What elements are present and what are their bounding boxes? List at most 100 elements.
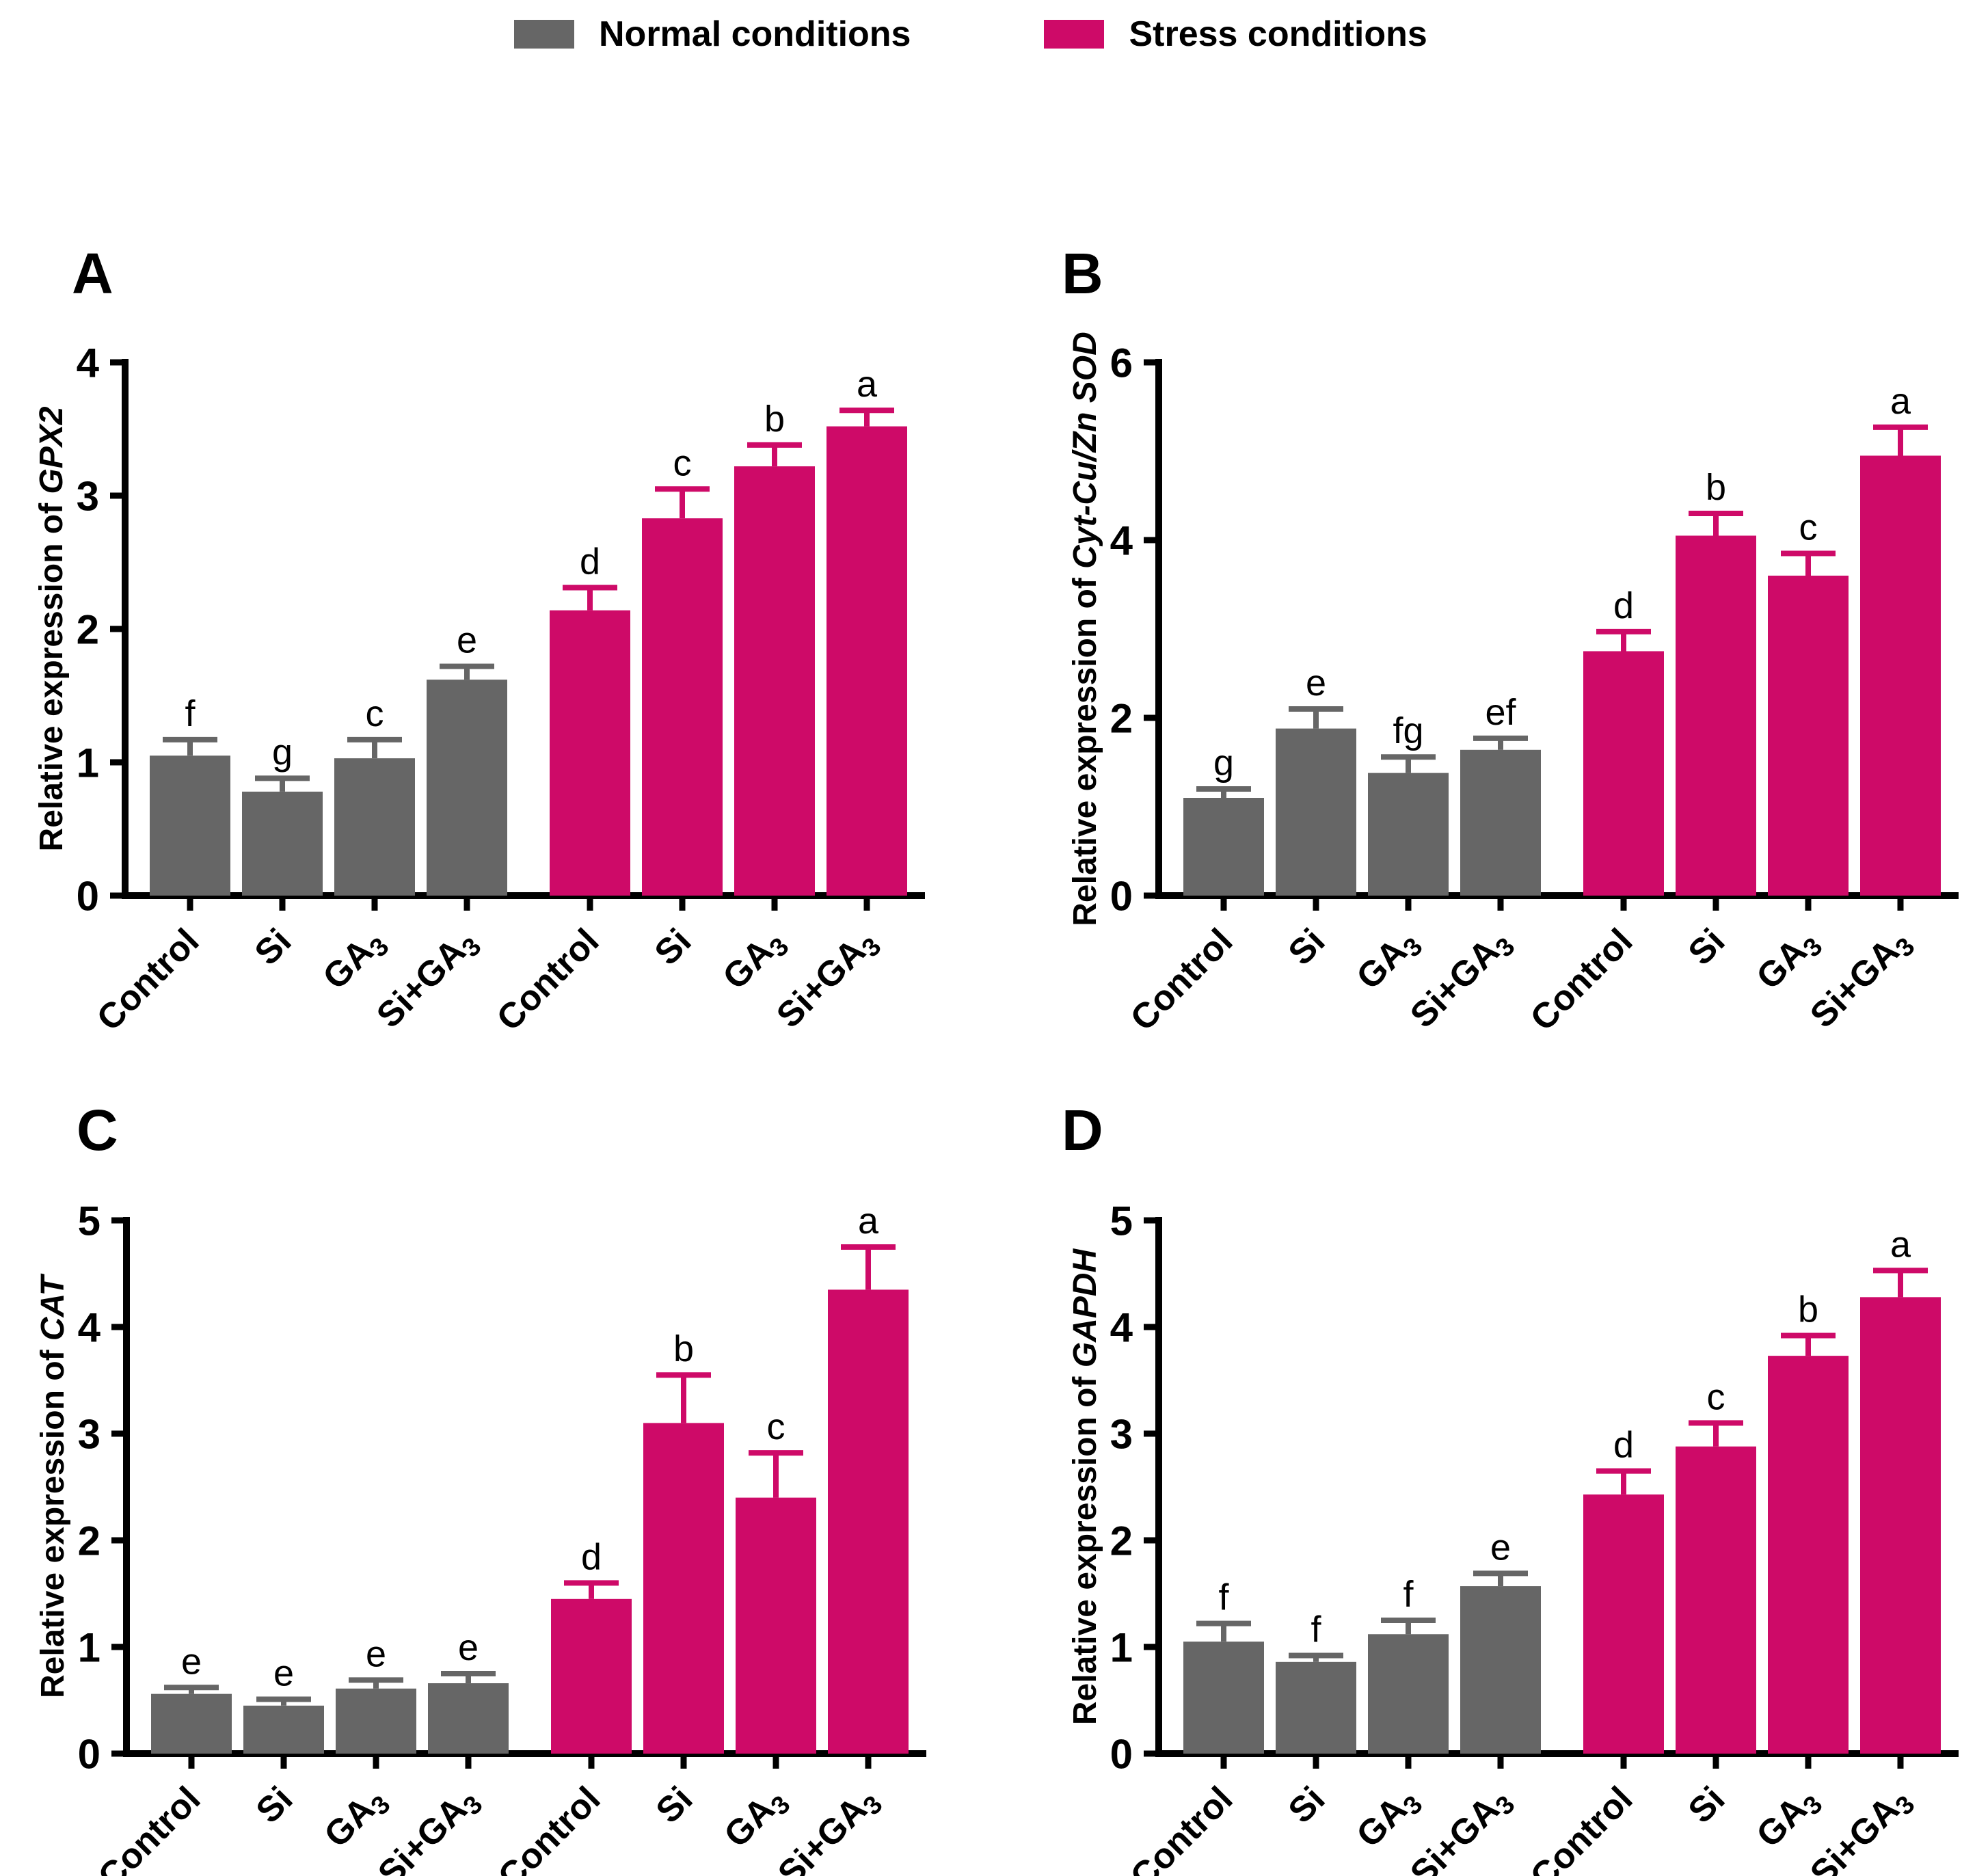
x-category-label: Control [1523,1779,1641,1876]
bar-normal-3 [427,680,507,896]
bar-stress-1 [1676,1446,1756,1754]
y-tick-label: 2 [1110,696,1133,742]
legend-swatch-normal [514,20,574,49]
panel-label-b: B [1062,241,1103,306]
x-category-label: Si+GA3 [369,921,487,1038]
significance-letter: c [673,442,692,483]
legend-label-normal: Normal conditions [599,14,911,54]
significance-letter: d [580,541,600,582]
y-tick-label: 6 [1110,340,1133,386]
x-category-label: Control [1523,921,1641,1038]
significance-letter: b [1798,1289,1818,1330]
x-category-label: GA3 [715,921,794,1000]
panel-label-c: C [77,1098,118,1162]
x-category-label: GA3 [315,921,394,1000]
y-tick-label: 2 [78,1518,100,1564]
panel-b-chart: 0 2 4 6 g Control e Si fg GA3 ef Si+GA3 d Control b Si c… [1067,332,1959,1038]
significance-letter: e [181,1641,202,1682]
bar-stress-1 [643,1423,724,1754]
y-axis-title: Relative expression of CAT [35,1273,71,1698]
bar-normal-3 [1460,749,1541,896]
significance-letter: e [458,1627,479,1668]
bar-stress-3 [1860,1297,1941,1754]
y-tick-label: 0 [1110,1732,1133,1778]
legend-item-normal: Normal conditions [514,14,911,55]
y-tick-label: 0 [1110,874,1133,920]
significance-letter: e [1490,1527,1511,1568]
bar-normal-1 [243,1705,324,1754]
x-category-label: Si [647,921,699,973]
y-tick-label: 2 [77,607,99,653]
bar-stress-2 [736,1497,816,1754]
legend-label-stress: Stress conditions [1129,14,1427,54]
y-tick-label: 4 [77,340,100,386]
y-tick-label: 3 [78,1412,100,1458]
significance-letter: c [767,1406,785,1447]
x-category-label: Si [1681,921,1733,973]
significance-letter: b [673,1328,694,1369]
bar-stress-3 [827,426,907,896]
legend: Normal conditions Stress conditions [514,14,1427,55]
significance-letter: a [857,364,878,405]
significance-letter: d [1613,1425,1634,1466]
x-category-label: Si [1281,1779,1333,1831]
significance-letter: ef [1485,692,1516,733]
y-axis-title: Relative expression of Cyt-Cu/Zn SOD [1067,332,1103,926]
significance-letter: e [366,1633,386,1674]
y-tick-label: 3 [1110,1412,1133,1458]
bar-stress-3 [1860,455,1941,896]
bar-normal-3 [1460,1586,1541,1754]
significance-letter: c [1707,1376,1725,1417]
x-category-label: GA3 [1749,921,1828,1000]
panel-d-chart: 0 1 2 3 4 5 f Control f Si f GA3 e Si+GA3 d Control c Si b… [1067,1198,1959,1876]
significance-letter: f [1403,1574,1414,1615]
x-category-label: Control [90,921,207,1038]
y-tick-label: 3 [77,474,99,520]
significance-letter: fg [1393,710,1423,751]
bar-stress-0 [551,1598,632,1754]
y-tick-label: 4 [1110,1305,1133,1351]
significance-letter: f [1218,1577,1229,1618]
y-tick-label: 1 [1110,1625,1133,1671]
y-tick-label: 5 [1110,1198,1133,1244]
bar-stress-3 [828,1289,909,1754]
bar-normal-1 [242,791,323,896]
x-category-label: Control [91,1779,209,1876]
y-tick-label: 4 [78,1305,101,1351]
bar-normal-1 [1276,728,1356,896]
significance-letter: f [1311,1609,1321,1650]
significance-letter: g [1213,742,1234,783]
x-category-label: GA3 [317,1779,396,1858]
panel-c-chart: 0 1 2 3 4 5 e Control e Si e GA3 e Si+GA3 d Control b Si c… [35,1198,926,1876]
significance-letter: a [1890,381,1911,422]
bar-stress-0 [550,610,630,896]
y-tick-label: 0 [78,1732,100,1778]
bar-stress-2 [1768,1356,1849,1754]
significance-letter: b [764,399,785,440]
bar-normal-1 [1276,1661,1356,1754]
bar-normal-0 [1183,1642,1264,1754]
bar-stress-1 [1676,535,1756,896]
bar-normal-0 [150,755,230,896]
x-category-label: Si+GA3 [769,921,887,1038]
y-tick-label: 0 [77,874,99,920]
bar-normal-2 [1368,1634,1449,1754]
bar-normal-3 [428,1683,509,1754]
significance-letter: d [1613,585,1634,626]
x-category-label: Si+GA3 [1403,1779,1520,1876]
x-category-label: Si [649,1779,701,1831]
x-category-label: Si+GA3 [770,1779,888,1876]
y-tick-label: 1 [77,740,99,786]
significance-letter: c [1799,507,1818,548]
legend-item-stress: Stress conditions [1044,14,1427,55]
x-category-label: GA3 [716,1779,796,1858]
legend-swatch-stress [1044,20,1105,49]
y-axis-title: Relative expression of GPX2 [33,406,70,851]
x-category-label: GA3 [1349,1779,1428,1858]
bar-normal-0 [151,1693,232,1754]
x-category-label: Control [491,1779,608,1876]
bar-normal-0 [1183,798,1264,896]
x-category-label: Control [1123,1779,1241,1876]
significance-letter: e [273,1652,294,1693]
